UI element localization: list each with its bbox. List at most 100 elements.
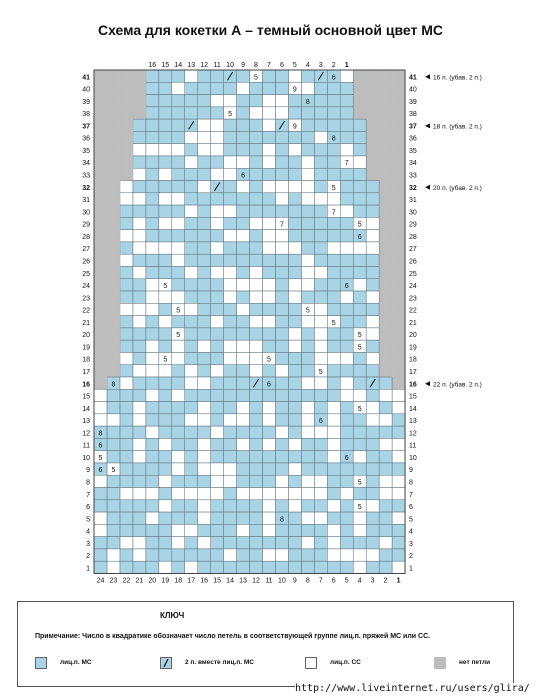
chart-cell (197, 327, 211, 341)
chart-cell (378, 266, 393, 280)
chart-cell (301, 376, 315, 390)
row-label-right: 27 (409, 246, 417, 253)
chart-cell (145, 204, 160, 218)
chart-cell (197, 364, 211, 378)
chart-cell (132, 192, 147, 206)
row-label-left: 28 (82, 234, 90, 241)
chart-cell (132, 352, 147, 365)
chart-cell (106, 315, 121, 329)
chart-cell (171, 352, 185, 365)
chart-cell (132, 82, 147, 95)
chart-cell (210, 82, 224, 95)
chart-cell (327, 425, 341, 439)
row-label-right: 28 (409, 234, 417, 241)
chart-cell (339, 376, 354, 390)
chart-cell (93, 499, 108, 513)
chart-cell (314, 192, 328, 206)
cell-stitch-count: 5 (111, 467, 115, 474)
chart-cell (327, 560, 341, 574)
row-label-left: 31 (82, 197, 90, 204)
chart-cell (275, 143, 289, 157)
chart-cell (391, 192, 406, 206)
chart-cell (119, 327, 134, 341)
chart-cell (197, 548, 211, 562)
chart-cell (171, 536, 185, 550)
row-label-right: 20 (409, 332, 417, 339)
chart-cell (365, 167, 380, 181)
chart-cell (249, 94, 263, 108)
chart-cell (327, 241, 341, 255)
chart-cell (210, 69, 224, 83)
chart-cell (119, 217, 134, 230)
row-label-left: 10 (82, 455, 90, 462)
chart-cell (262, 364, 276, 378)
chart-cell (288, 438, 302, 451)
chart-cell (119, 389, 134, 402)
chart-cell (352, 413, 367, 427)
chart-cell (365, 450, 380, 464)
chart-cell (158, 118, 173, 132)
chart-cell (145, 450, 160, 464)
chart-cell (210, 290, 224, 304)
chart-cell (236, 462, 250, 476)
chart-cell (197, 241, 211, 255)
chart-cell (327, 413, 341, 427)
chart-cell (391, 315, 406, 329)
cell-stitch-count: 5 (358, 406, 362, 413)
chart-cell (339, 253, 354, 267)
chart-cell (262, 118, 276, 132)
chart-cell (391, 131, 406, 144)
chart-cell (262, 524, 276, 537)
chart-cell (106, 131, 121, 144)
chart-cell (184, 450, 198, 464)
chart-cell (197, 82, 211, 95)
chart-cell (145, 487, 160, 501)
chart-cell (275, 389, 289, 402)
chart-cell (236, 499, 250, 513)
chart-cell (314, 560, 328, 574)
chart-cell (197, 487, 211, 501)
row-label-right: 18 (409, 357, 417, 364)
chart-cell (327, 303, 341, 316)
chart-cell (171, 389, 185, 402)
chart-cell (132, 364, 147, 378)
row-label-left: 41 (82, 74, 90, 81)
row-label-right: 7 (409, 492, 413, 499)
column-label-bottom: 16 (200, 577, 208, 584)
chart-cell (365, 389, 380, 402)
chart-cell (184, 241, 198, 255)
chart-cell (378, 82, 393, 95)
chart-cell (249, 560, 263, 574)
cell-stitch-count: 5 (267, 357, 271, 364)
chart-cell (132, 266, 147, 280)
chart-cell (339, 536, 354, 550)
chart-cell (171, 241, 185, 255)
chart-cell (301, 266, 315, 280)
chart-cell (171, 167, 185, 181)
cell-stitch-count: 8 (332, 136, 336, 143)
chart-cell (301, 167, 315, 181)
chart-cell (365, 131, 380, 144)
decrease-symbol-icon (163, 658, 169, 668)
chart-cell (365, 278, 380, 292)
chart-cell (327, 94, 341, 108)
row-label-right: 16 (409, 381, 417, 388)
chart-cell (378, 315, 393, 329)
chart-cell (288, 94, 302, 108)
chart-cell (197, 253, 211, 267)
decrease-note: 20 п. (убав. 2 п.) (433, 184, 482, 192)
chart-cell (301, 474, 315, 488)
chart-cell (93, 376, 108, 390)
chart-cell (352, 253, 367, 267)
chart-cell (210, 438, 224, 451)
chart-cell (352, 69, 367, 83)
chart-cell (301, 462, 315, 476)
chart-cell (132, 204, 147, 218)
row-label-left: 32 (82, 185, 90, 192)
chart-cell (327, 352, 341, 365)
chart-cell (236, 401, 250, 415)
chart-cell (301, 118, 315, 132)
chart-cell (210, 499, 224, 513)
chart-cell (327, 106, 341, 120)
chart-cell (365, 548, 380, 562)
